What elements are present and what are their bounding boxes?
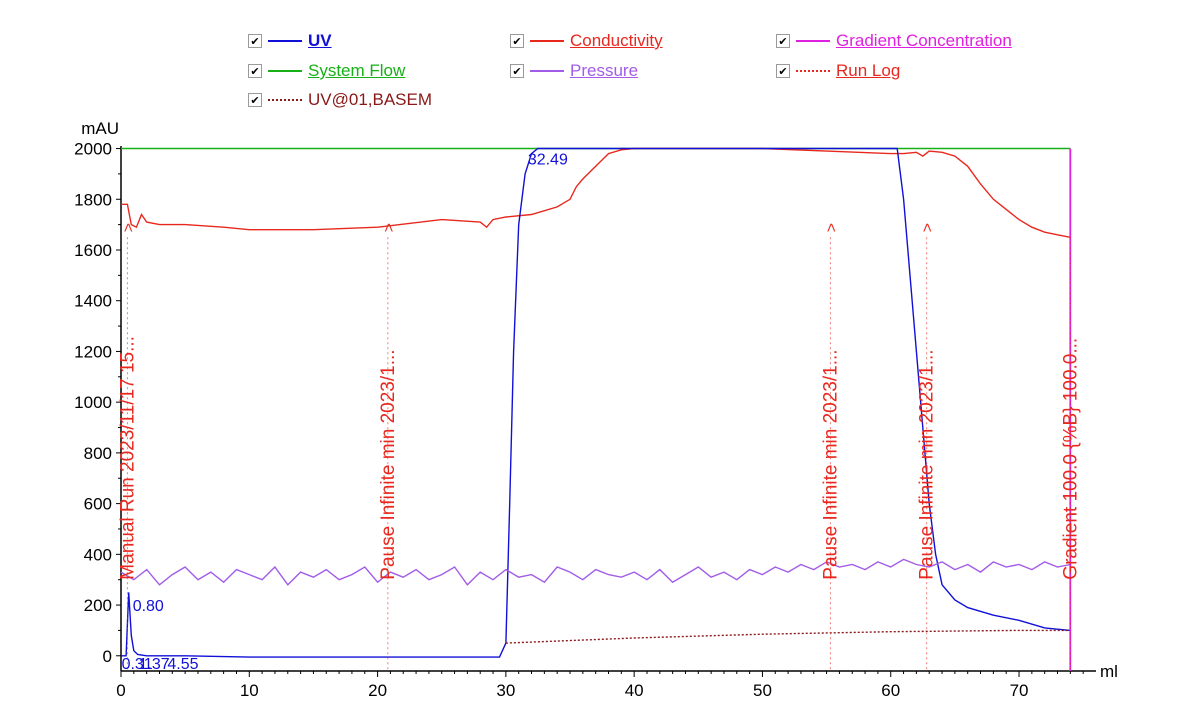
legend-checkbox-runlog[interactable]: ✔: [776, 64, 790, 78]
run-log-label: Pause Infinite min 2023/1...: [917, 349, 938, 579]
y-axis-label: mAU: [81, 119, 119, 138]
series-line-3: [505, 629, 1071, 644]
run-log-arrow: >: [920, 223, 937, 232]
peak-label: 1.37: [139, 656, 170, 673]
y-tick-label: 800: [84, 444, 112, 463]
legend-checkbox-flow[interactable]: ✔: [248, 64, 262, 78]
series-line-4: [120, 558, 1071, 586]
x-tick-label: 40: [625, 681, 644, 700]
x-tick-label: 0: [116, 681, 125, 700]
y-tick-label: 1600: [74, 241, 112, 260]
x-tick-label: 70: [1010, 681, 1029, 700]
y-tick-label: 600: [84, 495, 112, 514]
y-tick-label: 0: [103, 647, 112, 666]
legend-item-runlog: ✔ Run Log: [776, 59, 900, 83]
legend-checkbox-conductivity[interactable]: ✔: [510, 34, 524, 48]
legend-label-flow[interactable]: System Flow: [308, 61, 406, 80]
legend-label-pressure[interactable]: Pressure: [570, 61, 639, 80]
run-log-label: Manual Run 2023/11/17 15...: [117, 336, 138, 580]
run-log-label: Pause Infinite min 2023/1...: [378, 349, 399, 579]
legend-swatch-uv: [268, 36, 302, 46]
legend-checkbox-uv[interactable]: ✔: [248, 34, 262, 48]
legend-label-gradient[interactable]: Gradient Concentration: [836, 31, 1012, 50]
legend-checkbox-basem[interactable]: ✔: [248, 93, 262, 107]
legend-swatch-pressure: [530, 66, 564, 76]
y-tick-label: 1200: [74, 342, 112, 361]
peak-label: 32.49: [528, 152, 568, 169]
run-log-label: Gradient 100.0 {%B} 100.0...: [1060, 338, 1081, 580]
x-tick-label: 10: [240, 681, 259, 700]
y-tick-label: 1000: [74, 393, 112, 412]
x-tick-label: 30: [496, 681, 515, 700]
legend-item-uv: ✔ UV: [248, 29, 332, 53]
legend-label-uv[interactable]: UV: [308, 31, 332, 50]
x-tick-label: 60: [881, 681, 900, 700]
legend-label-conductivity[interactable]: Conductivity: [570, 31, 663, 50]
legend-item-basem: ✔ UV@01,BASEM: [248, 88, 432, 112]
x-tick-label: 50: [753, 681, 772, 700]
legend-item-conductivity: ✔ Conductivity: [510, 29, 663, 53]
run-log-arrow: >: [823, 223, 840, 232]
legend-item-gradient: ✔ Gradient Concentration: [776, 29, 1012, 53]
y-tick-label: 200: [84, 596, 112, 615]
legend-swatch-conductivity: [530, 36, 564, 46]
legend-swatch-runlog: [796, 66, 830, 76]
run-log-arrow: >: [120, 223, 137, 232]
legend-item-flow: ✔ System Flow: [248, 59, 405, 83]
legend-checkbox-gradient[interactable]: ✔: [776, 34, 790, 48]
run-log-arrow: >: [381, 223, 398, 232]
legend-swatch-basem: [268, 95, 302, 105]
legend-swatch-gradient: [796, 36, 830, 46]
legend-label-basem[interactable]: UV@01,BASEM: [308, 90, 433, 109]
series-line-2: [121, 147, 1071, 658]
y-tick-label: 1400: [74, 292, 112, 311]
run-log-label: Pause Infinite min 2023/1...: [820, 349, 841, 579]
peak-label: 4.55: [167, 656, 198, 673]
y-tick-label: 400: [84, 545, 112, 564]
x-tick-label: 20: [368, 681, 387, 700]
peak-label: 0.31: [122, 656, 153, 673]
legend-checkbox-pressure[interactable]: ✔: [510, 64, 524, 78]
legend-label-runlog[interactable]: Run Log: [836, 61, 901, 80]
y-tick-label: 1800: [74, 190, 112, 209]
legend-swatch-flow: [268, 66, 302, 76]
series-line-1: [121, 147, 1071, 238]
legend-item-pressure: ✔ Pressure: [510, 59, 638, 83]
peak-label: 0.80: [133, 598, 164, 615]
y-tick-label: 2000: [74, 140, 112, 159]
x-axis-label: ml: [1100, 662, 1118, 681]
